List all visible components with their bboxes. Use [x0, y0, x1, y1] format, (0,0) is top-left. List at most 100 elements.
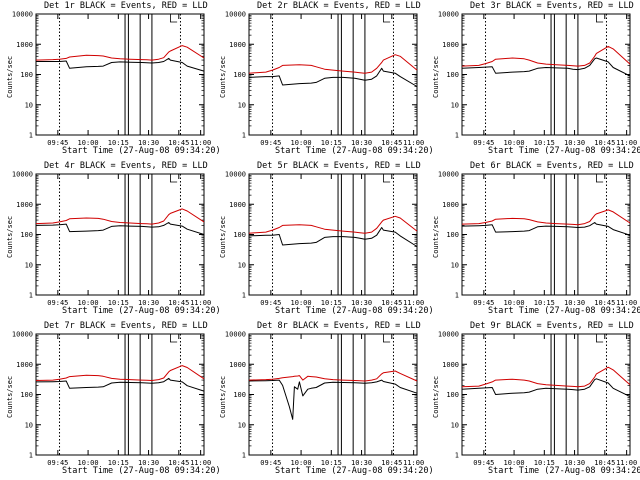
plot-area: 1 10 100 1000 10000 09:45 10:00 10:15 10:30 10:45… [12, 331, 211, 468]
events-series-line [248, 227, 418, 247]
plot-frame [461, 333, 631, 456]
y-tick-label: 100 [20, 391, 33, 399]
step-indicator [595, 14, 604, 23]
x-tick-label: 10:30 [564, 139, 585, 147]
y-tick-label: 1 [455, 292, 459, 300]
y-axis-label: Counts/sec [432, 55, 440, 98]
plot-panel: 1 10 100 1000 10000 09:45 10:00 10:15 10:30 10:45… [426, 160, 640, 320]
lld-series-line [248, 215, 418, 234]
step-indicator [382, 14, 391, 23]
x-tick-label: 09:45 [47, 459, 68, 467]
plot-frame [35, 333, 205, 456]
y-tick-label: 1000 [442, 201, 459, 209]
plot-title: Det 7r BLACK = Events, RED = LLD [44, 321, 208, 331]
x-tick-label: 10:30 [138, 139, 159, 147]
y-tick-label: 10000 [225, 171, 246, 179]
y-tick-label: 10000 [225, 11, 246, 19]
lld-series-line [35, 45, 205, 61]
x-tick-label: 10:45 [381, 459, 402, 467]
x-tick-label: 10:15 [108, 139, 129, 147]
events-series-line [248, 379, 418, 420]
plot-title: Det 3r BLACK = Events, RED = LLD [470, 1, 634, 11]
plot-panel: 1 10 100 1000 10000 09:45 10:00 10:15 10:30 10:45… [0, 320, 221, 480]
x-tick-label: 09:45 [473, 139, 494, 147]
x-tick-label: 10:00 [78, 299, 99, 307]
x-tick-label: 10:45 [168, 139, 189, 147]
y-tick-label: 1000 [16, 41, 33, 49]
plot-frame [461, 173, 631, 296]
x-axis-label: Start Time (27-Aug-08 09:34:20) [62, 146, 221, 156]
events-series-line [35, 377, 205, 392]
y-tick-label: 1 [29, 452, 33, 460]
x-tick-label: 10:45 [594, 139, 615, 147]
x-tick-label: 11:00 [403, 299, 424, 307]
y-axis-label: Counts/sec [432, 375, 440, 418]
x-tick-label: 10:15 [108, 299, 129, 307]
y-tick-label: 1000 [16, 361, 33, 369]
y-tick-label: 10000 [12, 171, 33, 179]
lld-series-line [248, 54, 418, 74]
x-tick-label: 10:30 [564, 459, 585, 467]
x-tick-label: 09:45 [47, 139, 68, 147]
x-tick-label: 11:00 [616, 299, 637, 307]
x-tick-label: 10:00 [78, 459, 99, 467]
y-tick-label: 1000 [16, 201, 33, 209]
y-tick-label: 1000 [229, 361, 246, 369]
plot-frame [248, 13, 418, 136]
x-tick-label: 09:45 [473, 299, 494, 307]
x-axis-label: Start Time (27-Aug-08 09:34:20) [275, 306, 434, 316]
y-tick-label: 10 [238, 101, 246, 109]
x-tick-label: 11:00 [403, 459, 424, 467]
y-tick-label: 1000 [229, 41, 246, 49]
x-tick-label: 10:30 [351, 139, 372, 147]
x-tick-label: 09:45 [47, 299, 68, 307]
y-tick-label: 100 [446, 71, 459, 79]
events-series-line [35, 222, 205, 235]
y-tick-label: 10 [25, 261, 33, 269]
y-tick-label: 1 [242, 292, 246, 300]
x-tick-label: 09:45 [260, 459, 281, 467]
y-axis-label: Counts/sec [432, 215, 440, 258]
x-tick-label: 10:45 [168, 299, 189, 307]
x-tick-label: 11:00 [190, 299, 211, 307]
x-tick-label: 09:45 [260, 299, 281, 307]
y-tick-label: 100 [446, 231, 459, 239]
y-tick-label: 100 [233, 231, 246, 239]
x-tick-label: 11:00 [616, 139, 637, 147]
y-tick-label: 1 [242, 452, 246, 460]
events-series-line [461, 378, 631, 398]
x-axis-label: Start Time (27-Aug-08 09:34:20) [488, 466, 640, 476]
x-tick-label: 11:00 [403, 139, 424, 147]
y-tick-label: 10000 [438, 11, 459, 19]
y-tick-label: 1 [455, 452, 459, 460]
x-tick-label: 09:45 [260, 139, 281, 147]
x-tick-label: 10:00 [78, 139, 99, 147]
y-axis-label: Counts/sec [6, 55, 14, 98]
x-tick-label: 11:00 [190, 139, 211, 147]
plot-area: 1 10 100 1000 10000 09:45 10:00 10:15 10:30 10:45… [225, 171, 424, 308]
plot-panel: 1 10 100 1000 10000 09:45 10:00 10:15 10:30 10:45… [213, 320, 434, 480]
y-tick-label: 10000 [12, 331, 33, 339]
x-axis-label: Start Time (27-Aug-08 09:34:20) [488, 146, 640, 156]
x-tick-label: 10:15 [534, 299, 555, 307]
x-tick-label: 10:15 [534, 139, 555, 147]
plot-frame [248, 173, 418, 296]
y-tick-label: 100 [446, 391, 459, 399]
plot-frame [461, 13, 631, 136]
lld-series-line [248, 370, 418, 382]
plot-frame [248, 333, 418, 456]
plot-panel: 1 10 100 1000 10000 09:45 10:00 10:15 10:30 10:45… [0, 0, 221, 160]
lld-series-line [461, 45, 631, 67]
x-tick-label: 10:15 [321, 299, 342, 307]
plot-area: 1 10 100 1000 10000 09:45 10:00 10:15 10:30 10:45… [438, 11, 637, 148]
step-indicator [169, 14, 178, 23]
plot-frame [35, 13, 205, 136]
events-series-line [248, 67, 418, 87]
y-axis-label: Counts/sec [219, 215, 227, 258]
x-tick-label: 11:00 [190, 459, 211, 467]
x-tick-label: 10:15 [108, 459, 129, 467]
plot-area: 1 10 100 1000 10000 09:45 10:00 10:15 10:30 10:45… [225, 331, 424, 468]
x-tick-label: 10:15 [321, 139, 342, 147]
y-tick-label: 10 [238, 261, 246, 269]
